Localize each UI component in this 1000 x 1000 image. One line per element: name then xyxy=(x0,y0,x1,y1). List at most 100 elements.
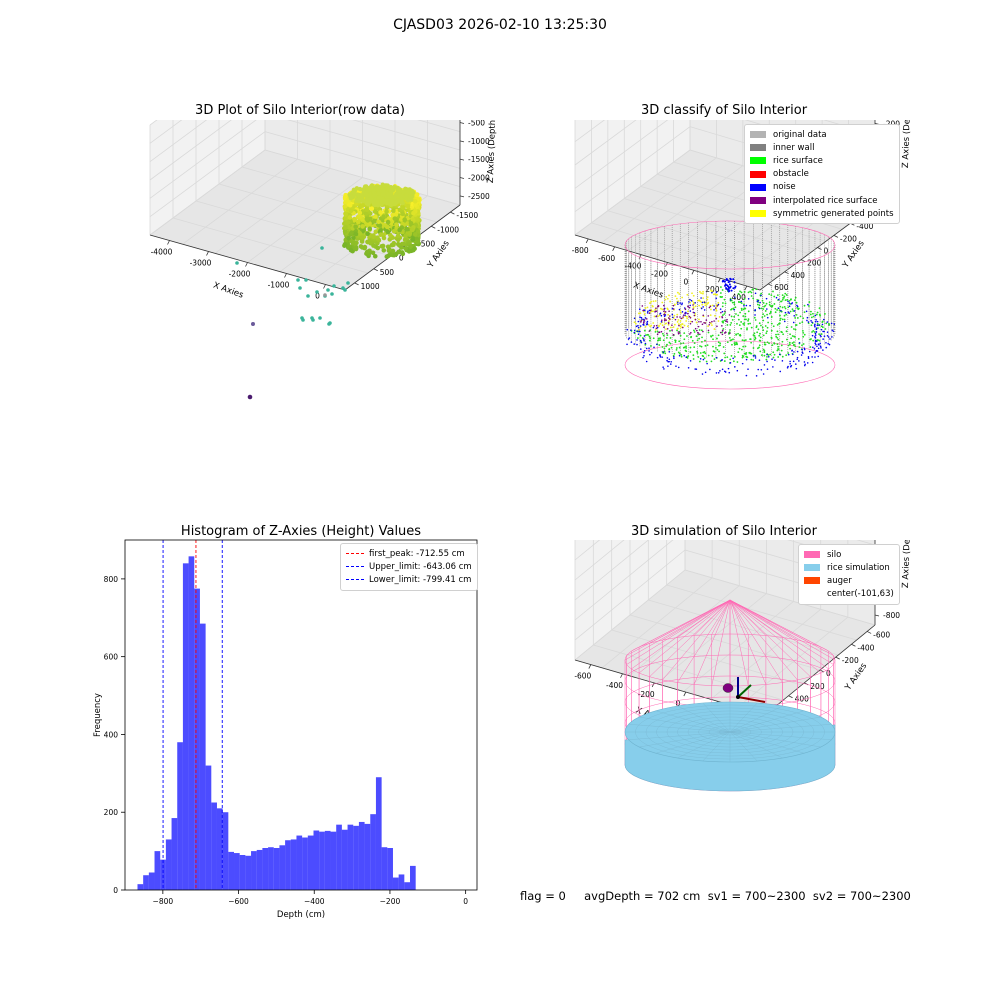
data-point xyxy=(351,217,357,222)
rice-mesh xyxy=(729,731,832,740)
noise-point xyxy=(640,316,643,319)
noise-point xyxy=(793,310,796,312)
rice-surface-point xyxy=(746,328,748,331)
noise-point xyxy=(690,299,693,302)
data-point xyxy=(408,244,413,250)
x-tick xyxy=(323,284,326,289)
noise-point xyxy=(777,307,780,310)
rice-surface-point xyxy=(784,299,787,302)
noise-point xyxy=(684,314,686,316)
grid-line xyxy=(648,599,839,656)
rice-surface-point xyxy=(784,307,787,310)
y-tick-label: 0 xyxy=(824,247,829,256)
rice-surface-point xyxy=(663,350,666,353)
rice-surface-point xyxy=(743,303,745,306)
data-point xyxy=(395,237,401,243)
histogram-bar xyxy=(165,839,172,890)
z-axis-label: Z Axies (Depth) xyxy=(901,120,913,168)
rice-surface-point xyxy=(698,329,701,331)
data-point xyxy=(364,216,370,222)
rice-surface-point xyxy=(792,310,795,312)
rice-surface-point xyxy=(711,354,714,357)
noise-point xyxy=(787,300,789,303)
rice-surface-point xyxy=(685,350,688,353)
rice-surface-point xyxy=(633,321,636,324)
rice-surface-point xyxy=(796,317,799,319)
noise-point xyxy=(745,374,748,377)
data-point xyxy=(397,227,402,233)
rice-surface-point xyxy=(818,307,821,310)
data-point xyxy=(343,288,347,292)
rice-surface-point xyxy=(690,336,692,339)
rice-surface-point xyxy=(663,312,666,314)
x-tick xyxy=(206,251,209,256)
interpolated-point xyxy=(642,309,644,312)
rice-surface-point xyxy=(761,326,764,329)
noise-point xyxy=(683,307,686,309)
rice-surface-point xyxy=(795,324,797,326)
interpolated-point xyxy=(663,304,665,307)
interpolated-point xyxy=(729,332,731,334)
rice-surface-point xyxy=(777,356,780,358)
rice-surface-point xyxy=(762,334,765,337)
x-tick-label: -600 xyxy=(598,254,615,263)
data-point xyxy=(403,233,409,238)
data-point xyxy=(373,229,379,235)
rice-surface-point xyxy=(718,316,721,318)
noise-point xyxy=(633,331,636,334)
rice-surface-point xyxy=(716,337,718,340)
rice-surface-point xyxy=(664,322,667,325)
rice-surface-point xyxy=(740,327,743,330)
noise-point xyxy=(683,354,686,357)
legend-swatch xyxy=(804,564,820,572)
legend-swatch xyxy=(750,210,766,218)
rice-surface-point xyxy=(677,318,680,321)
rice-surface-point xyxy=(658,324,660,327)
rice-surface-point xyxy=(769,353,772,356)
noise-point xyxy=(783,320,786,323)
noise-point xyxy=(644,342,647,345)
data-point xyxy=(356,197,361,202)
noise-point xyxy=(766,316,769,319)
rice-surface-point xyxy=(693,329,695,332)
rice-surface-point xyxy=(703,357,706,360)
rice-surface-point xyxy=(669,326,672,329)
noise-point xyxy=(803,361,806,363)
noise-point xyxy=(756,300,759,303)
rice-surface-point xyxy=(648,339,651,342)
noise-point xyxy=(727,288,730,291)
histogram-bar xyxy=(171,818,178,890)
rice-surface-point xyxy=(680,354,683,356)
noise-point xyxy=(702,306,704,308)
noise-point xyxy=(677,303,679,305)
data-point xyxy=(363,211,369,216)
plot-frame xyxy=(124,539,478,891)
rice-surface-point xyxy=(652,310,654,313)
histogram-bar xyxy=(336,824,342,890)
rice-surface-point xyxy=(794,345,797,348)
legend-label: first_peak: -712.55 cm xyxy=(369,548,465,559)
rice-surface-point xyxy=(752,359,755,361)
histogram-chart[interactable]: −800 −600 −400 −200 0 0 200 400 600 800 Depth (cm)… xyxy=(80,535,490,925)
data-point xyxy=(349,230,354,236)
rice-surface-point xyxy=(700,329,703,332)
rice-surface-point xyxy=(661,332,664,335)
rice-surface-point xyxy=(784,292,787,295)
rice-surface-point xyxy=(673,323,676,326)
data-point xyxy=(375,245,381,251)
data-point xyxy=(367,226,373,232)
y-tick-label: 200 xyxy=(810,682,825,691)
grid-line xyxy=(737,616,849,708)
rice-surface-point xyxy=(790,337,793,340)
interpolated-point xyxy=(649,309,652,312)
rice-surface-point xyxy=(740,291,743,294)
rice-surface-point xyxy=(791,335,794,337)
legend-label: auger xyxy=(827,575,852,586)
rice-surface-point xyxy=(824,313,826,315)
rice-surface-point xyxy=(743,339,746,342)
histogram-legend: first_peak: -712.55 cm Upper_limit: -643.… xyxy=(340,543,478,591)
data-point xyxy=(386,185,391,190)
rice-surface-point xyxy=(667,323,670,326)
